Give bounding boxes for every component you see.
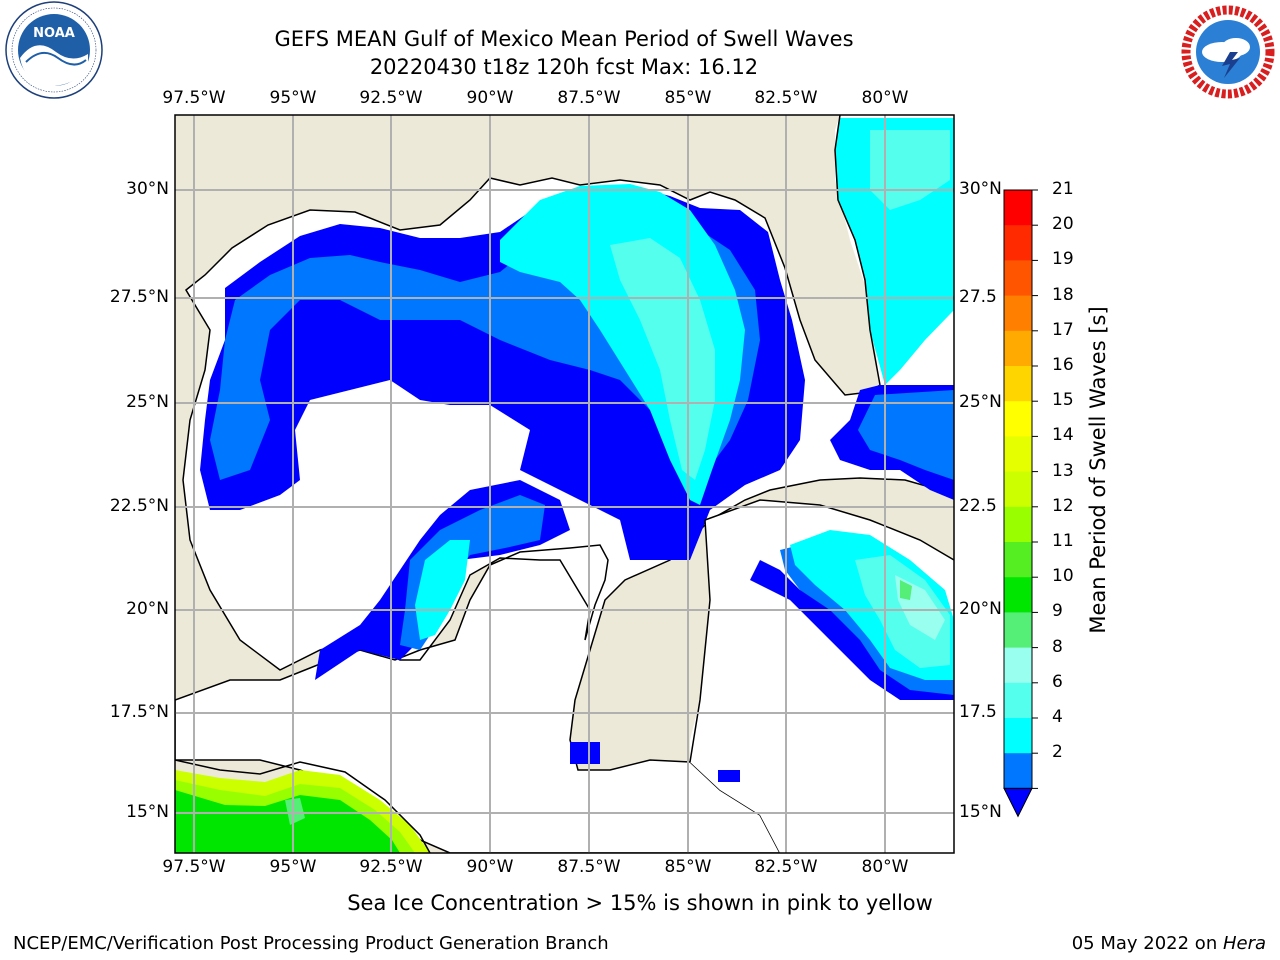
sea-ice-note-text: Sea Ice Concentration > 15% is shown in … bbox=[347, 891, 933, 915]
lat-label-left: 20°N bbox=[126, 599, 169, 619]
lon-label-top: 92.5°W bbox=[359, 88, 423, 108]
colorbar-swatch bbox=[1004, 471, 1032, 508]
lon-label-bottom: 85°W bbox=[664, 857, 712, 877]
lon-label-bottom: 90°W bbox=[466, 857, 514, 877]
lon-label-bottom: 87.5°W bbox=[557, 857, 621, 877]
lon-label-bottom: 97.5°W bbox=[162, 857, 226, 877]
lat-label-right: 27.5 bbox=[959, 287, 997, 307]
lon-label-top: 95°W bbox=[269, 88, 317, 108]
footer-machine: Hera bbox=[1222, 933, 1266, 954]
lon-label-top: 90°W bbox=[466, 88, 514, 108]
lat-label-left: 17.5°N bbox=[109, 702, 169, 722]
colorbar-tick-label: 9 bbox=[1052, 601, 1063, 622]
coastline bbox=[689, 519, 711, 763]
colorbar-tick-label: 6 bbox=[1052, 671, 1063, 692]
colorbar-swatch bbox=[1004, 366, 1032, 402]
colorbar-swatch bbox=[1004, 612, 1032, 649]
colorbar-tick-label: 15 bbox=[1052, 390, 1074, 411]
colorbar-tick-label: 2 bbox=[1052, 742, 1063, 763]
map-frame bbox=[174, 114, 955, 854]
colorbar-swatch bbox=[1004, 436, 1032, 473]
coastline bbox=[704, 499, 954, 561]
lat-label-left: 30°N bbox=[126, 179, 169, 199]
lon-label-top: 97.5°W bbox=[162, 88, 226, 108]
lat-label-right: 25°N bbox=[959, 392, 1002, 412]
colorbar-swatch bbox=[1004, 718, 1032, 754]
colorbar-tick-label: 19 bbox=[1052, 249, 1074, 270]
map-grid bbox=[175, 115, 954, 853]
lon-label-top: 87.5°W bbox=[557, 88, 621, 108]
colorbar-tick-label: 10 bbox=[1052, 566, 1074, 587]
lon-label-bottom: 80°W bbox=[861, 857, 909, 877]
swell-contour-9s bbox=[285, 798, 305, 825]
colorbar-tick-label: 18 bbox=[1052, 284, 1074, 305]
lon-label-bottom: 95°W bbox=[269, 857, 317, 877]
colorbar-tick-label: 17 bbox=[1052, 319, 1074, 340]
swell-contour-3s bbox=[858, 390, 954, 480]
lat-label-left: 22.5°N bbox=[109, 496, 169, 516]
lat-label-right: 15°N bbox=[959, 802, 1002, 822]
noaa-logo: NOAA bbox=[5, 1, 103, 99]
colorbar-tick-label: 20 bbox=[1052, 214, 1074, 235]
coastline bbox=[834, 115, 881, 386]
colorbar-swatch bbox=[1004, 260, 1032, 297]
colorbar-swatch bbox=[1004, 753, 1032, 789]
colorbar-tick-label: 13 bbox=[1052, 460, 1074, 481]
lat-label-right: 17.5 bbox=[959, 702, 997, 722]
lat-label-right: 22.5 bbox=[959, 496, 997, 516]
swell-contour-2s bbox=[718, 770, 740, 782]
colorbar-swatch bbox=[1004, 682, 1032, 719]
colorbar-tick-label: 14 bbox=[1052, 425, 1074, 446]
footer-date: 05 May 2022 on Hera bbox=[1072, 933, 1266, 954]
colorbar bbox=[1003, 189, 1038, 818]
lon-label-top: 82.5°W bbox=[754, 88, 818, 108]
colorbar-swatch bbox=[1004, 295, 1032, 332]
map-title: GEFS MEAN Gulf of Mexico Mean Period of … bbox=[274, 27, 854, 51]
colorbar-label: Mean Period of Swell Waves [s] bbox=[1086, 306, 1110, 634]
colorbar-tick-label: 16 bbox=[1052, 355, 1074, 375]
swell-contour-2s bbox=[570, 742, 600, 764]
swell-contour-11s bbox=[175, 790, 400, 853]
lon-label-bottom: 92.5°W bbox=[359, 857, 423, 877]
footer-branch: NCEP/EMC/Verification Post Processing Pr… bbox=[13, 933, 609, 954]
swell-contour-5s bbox=[415, 540, 470, 640]
lat-label-right: 30°N bbox=[959, 179, 1002, 199]
noaa-logo-text: NOAA bbox=[33, 26, 75, 41]
coastline bbox=[175, 759, 431, 853]
colorbar-frame bbox=[1003, 189, 1033, 789]
colorbar-swatch bbox=[1004, 647, 1032, 684]
map-subtitle: 20220430 t18z 120h fcst Max: 16.12 bbox=[369, 55, 759, 79]
colorbar-swatch bbox=[1004, 506, 1032, 543]
colorbar-swatch bbox=[1004, 190, 1032, 226]
colorbar-swatch bbox=[1004, 401, 1032, 437]
swell-contour-10s bbox=[900, 580, 912, 600]
sea-ice-note: Sea Ice Concentration > 15% is shown in … bbox=[0, 891, 1280, 915]
lon-label-top: 80°W bbox=[861, 88, 909, 108]
footer-date-text: 05 May 2022 on bbox=[1071, 933, 1223, 954]
nws-logo bbox=[1181, 5, 1275, 99]
lat-label-right: 20°N bbox=[959, 599, 1002, 619]
lat-label-left: 25°N bbox=[126, 392, 169, 412]
colorbar-swatch bbox=[1004, 225, 1032, 261]
lon-label-top: 85°W bbox=[664, 88, 712, 108]
colorbar-extend-arrow bbox=[1003, 787, 1033, 818]
swell-contour-7s bbox=[855, 555, 950, 668]
lat-label-left: 27.5°N bbox=[109, 287, 169, 307]
lon-label-bottom: 82.5°W bbox=[754, 857, 818, 877]
colorbar-tick-label: 4 bbox=[1052, 707, 1063, 727]
colorbar-swatch bbox=[1004, 542, 1032, 578]
lat-label-left: 15°N bbox=[126, 802, 169, 822]
colorbar-tick-label: 11 bbox=[1052, 531, 1074, 551]
colorbar-tick-label: 8 bbox=[1052, 636, 1063, 657]
colorbar-tick-label: 21 bbox=[1052, 179, 1074, 199]
colorbar-tick-label: 12 bbox=[1052, 495, 1074, 516]
colorbar-swatch bbox=[1004, 330, 1032, 367]
colorbar-swatch bbox=[1004, 577, 1032, 613]
